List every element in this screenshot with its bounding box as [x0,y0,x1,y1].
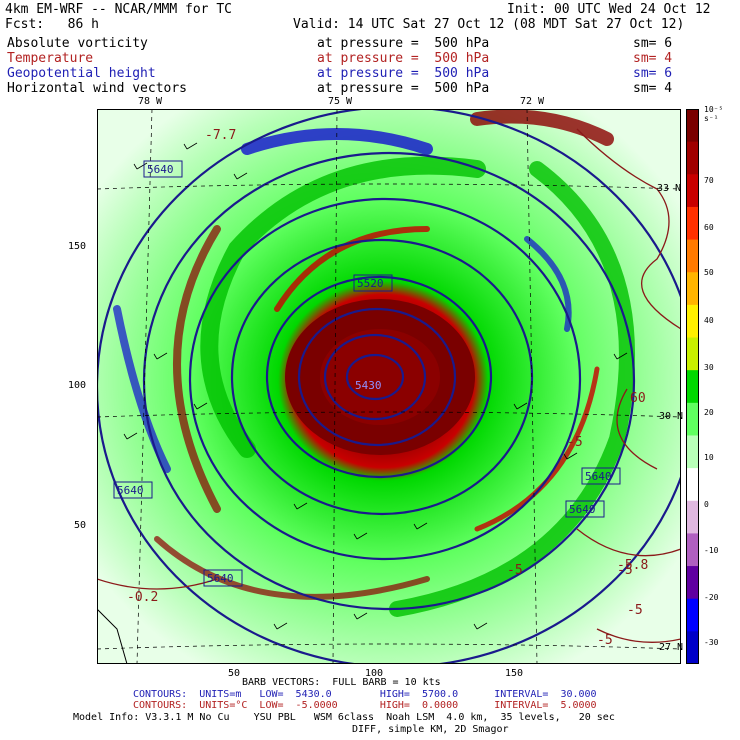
field-smooth-geopotential: sm= 6 [633,66,673,81]
lon-label-75w: 75 W [328,96,353,107]
vorticity-bands [113,109,635,617]
field-name-wind: Horizontal wind vectors [7,81,188,96]
height-contours [97,109,681,664]
colorbar-label-30: 30 [704,363,714,372]
y-tick-50: 50 [74,520,87,531]
lon-label-78w: 78 W [138,96,163,107]
wind-barbs [123,142,628,630]
colorbar-swatch [686,435,699,469]
colorbar-swatch [686,141,699,175]
height-label-2: 5520 [357,277,384,290]
colorbar-label-40: 40 [704,316,714,325]
model-info: Model Info: V3.3.1 M No Cu YSU PBL WSM 6… [73,712,615,723]
lat-label-30n: 30 N [659,411,684,422]
colorbar-swatch [686,598,699,632]
field-name-geopotential: Geopotential height [7,66,156,81]
field-smooth-temperature: sm= 4 [633,51,673,66]
colorbar-unit: 10⁻⁵ s⁻¹ [704,105,724,123]
contours-height-info: CONTOURS: UNITS=m LOW= 5430.0 HIGH= 5700… [133,689,597,700]
forecast-hour: Fcst: 86 h [5,17,99,32]
lat-label-33n: 33 N [657,183,682,194]
height-label-5: 5640 [207,572,234,585]
temp-label-2: -5 [617,563,633,578]
colorbar-swatch [686,174,699,208]
coastline [97,608,128,664]
colorbar-swatch [686,206,699,241]
valid-time: Valid: 14 UTC Sat 27 Oct 12 (08 MDT Sat … [293,17,685,32]
colorbar-label-20: 20 [704,408,714,417]
field-level-wind: at pressure = 500 hPa [317,81,490,96]
field-smooth-wind: sm= 4 [633,81,673,96]
height-label-4: 5640 [117,484,144,497]
temp-label-6: -5 [507,563,523,578]
colorbar-label-0: 0 [704,500,709,509]
colorbar-label-neg10: -10 [704,546,719,555]
lat-lon-grid [97,109,681,664]
diffusion-info: DIFF, simple KM, 2D Smagor [352,724,509,735]
temp-label-4: -5.8 [617,558,648,573]
colorbar-swatch [686,272,699,306]
colorbar-label-neg30: -30 [704,638,719,647]
height-label-3: 5430 [355,379,382,392]
x-tick-50: 50 [228,668,241,679]
colorbar-swatch [686,402,699,436]
temp-label-7: -5 [567,435,583,450]
height-label-7: 5640 [569,503,596,516]
temp-label-5: -5 [597,633,613,648]
init-time: Init: 00 UTC Wed 24 Oct 12 [507,2,711,17]
colorbar-label-50: 50 [704,268,714,277]
temp-label-1: -7.7 [205,128,236,143]
map-frame [97,109,681,664]
vorticity-map: 5640 5520 5430 5640 5640 5640 5640 -7.7 … [97,109,681,664]
colorbar-swatch [686,566,699,600]
field-level-temperature: at pressure = 500 hPa [317,51,490,66]
lat-label-27n: 27 N [659,642,684,653]
colorbar-label-10: 10 [704,453,714,462]
colorbar-swatch [686,533,699,567]
x-tick-150: 150 [505,668,524,679]
field-level-geopotential: at pressure = 500 hPa [317,66,490,81]
lon-label-72w: 72 W [520,96,545,107]
field-level-vorticity: at pressure = 500 hPa [317,36,490,51]
colorbar-swatch [686,370,699,404]
colorbar-label-neg20: -20 [704,593,719,602]
contour-labels: 5640 5520 5430 5640 5640 5640 5640 -7.7 … [113,128,648,648]
height-label-1: 5640 [147,163,174,176]
colorbar-swatch [686,304,699,339]
field-name-vorticity: Absolute vorticity [7,36,148,51]
colorbar-label-60: 60 [704,223,714,232]
colorbar-label-70: 70 [704,176,714,185]
temp-label-9: 60 [630,391,646,406]
height-label-6: 5640 [585,470,612,483]
contours-temp-info: CONTOURS: UNITS=°C LOW= -5.0000 HIGH= 0.… [133,700,597,711]
field-name-temperature: Temperature [7,51,94,66]
colorbar-swatch [686,109,699,143]
colorbar-swatch [686,239,699,273]
temp-label-3: -5 [627,603,643,618]
colorbar-swatch [686,337,699,371]
y-tick-150: 150 [68,241,87,252]
colorbar [686,109,699,664]
colorbar-swatch [686,468,699,502]
model-title: 4km EM-WRF -- NCAR/MMM for TC [5,2,232,17]
temp-label-8: -0.2 [127,590,158,605]
x-tick-100: 100 [365,668,384,679]
y-tick-100: 100 [68,380,87,391]
barb-info: BARB VECTORS: FULL BARB = 10 kts [242,677,441,688]
colorbar-swatch [686,631,699,664]
field-smooth-vorticity: sm= 6 [633,36,673,51]
colorbar-swatch [686,500,699,534]
